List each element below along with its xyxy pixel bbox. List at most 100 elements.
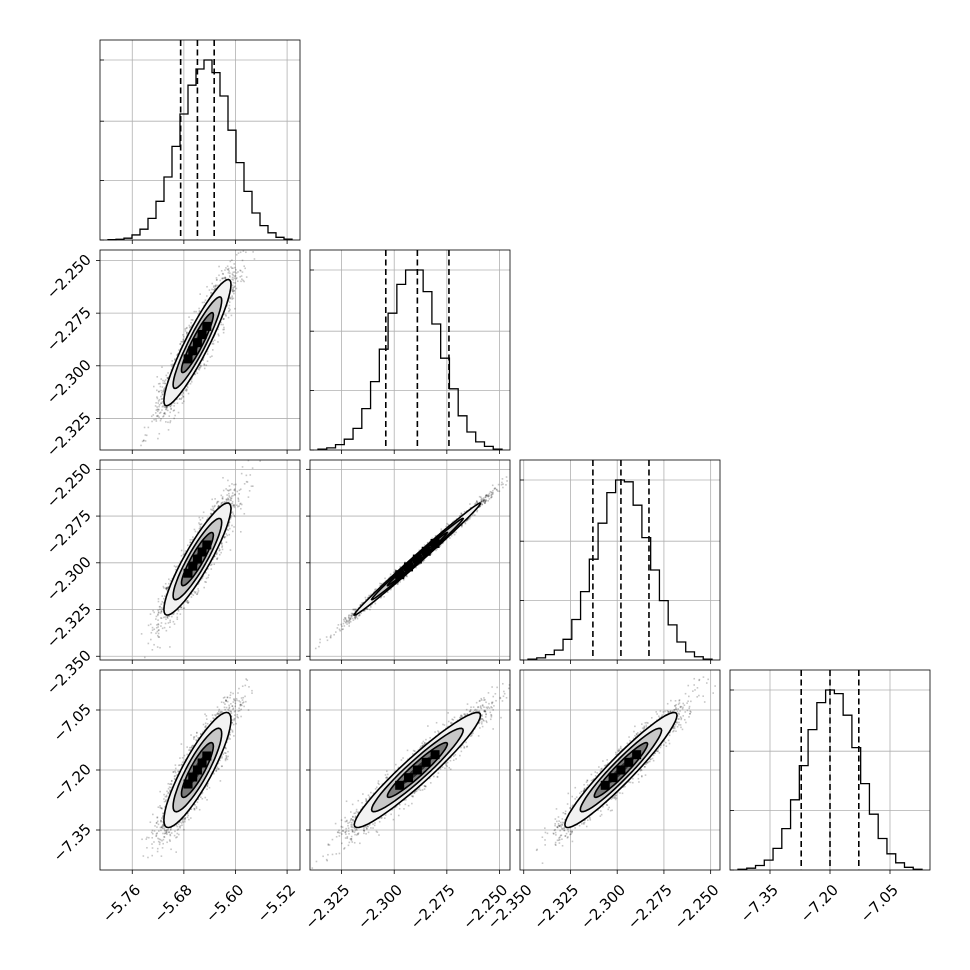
sample-point xyxy=(426,541,429,544)
sample-point xyxy=(203,363,206,365)
sample-point xyxy=(158,629,160,631)
sample-point xyxy=(213,505,216,508)
sample-point xyxy=(200,523,203,525)
sample-point xyxy=(216,501,219,504)
sample-point xyxy=(215,277,218,279)
sample-point xyxy=(249,474,252,476)
sample-point xyxy=(163,412,165,415)
sample-point xyxy=(160,617,162,619)
sample-point xyxy=(343,620,346,623)
sample-point xyxy=(169,420,172,422)
sample-point xyxy=(319,641,321,644)
sample-point xyxy=(178,398,181,400)
sample-point xyxy=(358,613,361,616)
sample-point xyxy=(163,391,165,394)
sample-point xyxy=(239,488,242,491)
sample-point xyxy=(174,359,176,361)
sample-point xyxy=(216,500,219,503)
sample-point xyxy=(354,616,357,618)
sample-point xyxy=(482,499,485,502)
sample-point xyxy=(164,616,167,618)
sample-point xyxy=(223,536,226,539)
sample-point xyxy=(157,619,159,621)
sample-point xyxy=(199,523,202,526)
sample-point xyxy=(162,390,164,393)
sample-point xyxy=(166,406,168,408)
sample-point xyxy=(164,582,167,585)
sample-point xyxy=(234,493,236,496)
sample-point xyxy=(233,514,236,517)
sample-point xyxy=(163,616,165,619)
sample-point xyxy=(199,366,202,368)
sample-point xyxy=(169,619,171,622)
sample-point xyxy=(349,621,352,623)
histogram-p2 xyxy=(317,269,503,450)
sample-point xyxy=(162,393,164,395)
sample-point xyxy=(143,656,146,659)
sample-point xyxy=(232,290,234,293)
sample-point xyxy=(160,395,162,398)
sample-point xyxy=(232,286,234,289)
sample-point xyxy=(234,489,236,492)
sample-point xyxy=(171,365,173,368)
sample-point xyxy=(476,510,478,513)
sample-point xyxy=(348,618,351,621)
sample-point xyxy=(231,295,233,297)
sample-point xyxy=(239,530,242,533)
sample-point xyxy=(223,501,226,503)
sample-point xyxy=(228,485,231,487)
sample-point xyxy=(214,498,216,500)
sample-point xyxy=(141,440,144,443)
sample-point xyxy=(156,410,159,413)
sample-point xyxy=(180,555,183,557)
sample-point xyxy=(156,397,159,400)
sample-point xyxy=(164,622,167,625)
sample-point xyxy=(170,407,172,410)
sample-point xyxy=(233,505,236,507)
sample-point xyxy=(162,415,164,418)
sample-point xyxy=(185,327,188,330)
sample-point xyxy=(222,273,225,275)
sample-point xyxy=(430,553,433,555)
sample-point xyxy=(224,277,227,279)
sample-point xyxy=(160,389,162,392)
sample-point xyxy=(219,279,222,282)
sample-point xyxy=(252,485,254,488)
sample-point xyxy=(214,285,217,288)
sample-point xyxy=(495,488,498,491)
sample-point xyxy=(188,316,190,318)
sample-point xyxy=(445,525,447,528)
sample-point xyxy=(238,505,240,507)
sample-point xyxy=(348,614,350,616)
sample-point xyxy=(169,405,172,407)
sample-point xyxy=(210,513,213,516)
sample-point xyxy=(492,489,494,492)
sample-point xyxy=(157,609,159,612)
sample-point xyxy=(229,272,231,274)
sample-point xyxy=(242,279,244,282)
sample-point xyxy=(233,488,236,490)
sample-point xyxy=(220,321,222,324)
sample-point xyxy=(386,591,389,593)
sample-point xyxy=(199,579,202,581)
sample-point xyxy=(237,497,240,500)
sample-point xyxy=(231,289,234,292)
density-peak-cell xyxy=(192,554,202,564)
sample-point xyxy=(159,605,161,608)
sample-point xyxy=(396,583,398,585)
sample-point xyxy=(144,440,147,442)
sample-point xyxy=(491,493,494,495)
sample-point xyxy=(174,358,176,360)
sample-point xyxy=(480,500,482,503)
sample-point xyxy=(469,507,472,509)
sample-point xyxy=(190,593,193,595)
sample-point xyxy=(186,334,188,336)
sample-point xyxy=(463,510,466,513)
sample-point xyxy=(490,494,493,496)
sample-point xyxy=(426,542,429,544)
sample-point xyxy=(186,332,188,335)
sample-point xyxy=(354,616,356,618)
sample-point xyxy=(173,623,176,625)
sample-point xyxy=(484,500,487,503)
sample-point xyxy=(239,503,241,505)
